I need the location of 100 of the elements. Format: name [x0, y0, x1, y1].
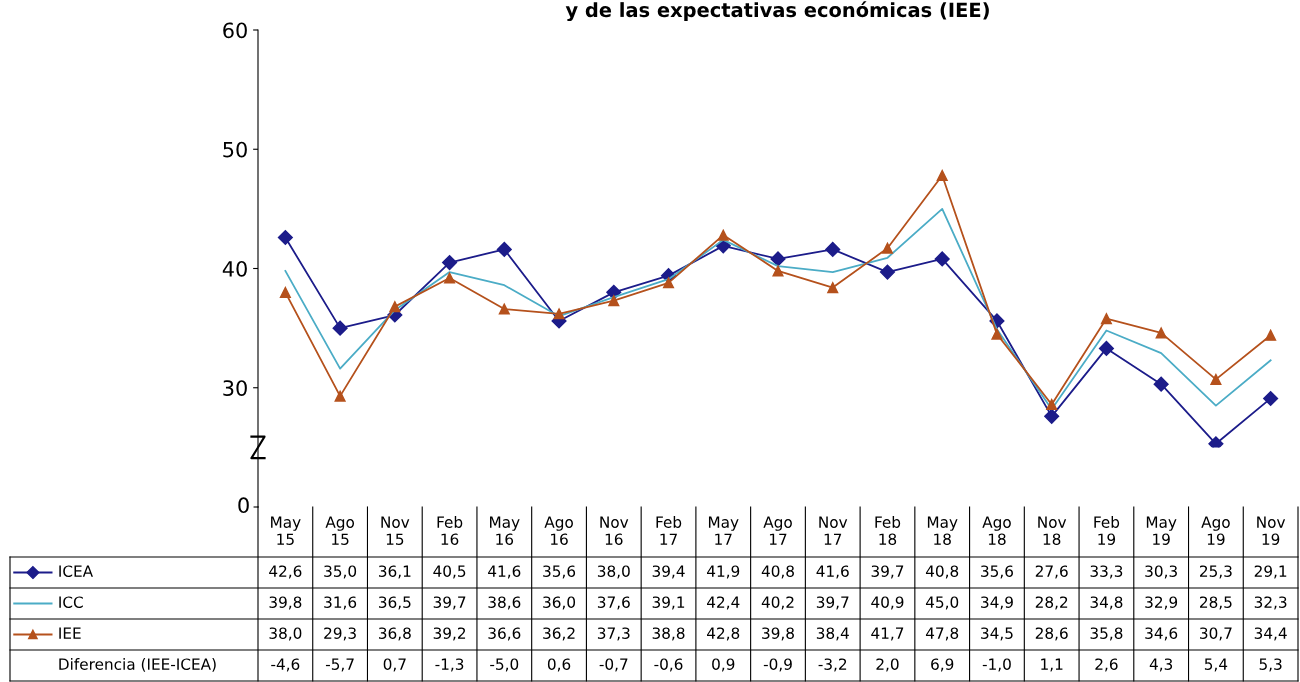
- text: -0,6: [654, 658, 683, 672]
- text: 0,6: [547, 658, 571, 672]
- text: 0: [238, 497, 249, 514]
- point: [442, 254, 458, 271]
- legend-label: ICC: [59, 596, 83, 608]
- data-label: 41,6: [816, 565, 849, 579]
- data-label: 35,6: [981, 565, 1013, 579]
- point: [332, 320, 348, 336]
- text: 6,9: [931, 658, 954, 672]
- x-tick-label: Nov 19: [1257, 516, 1286, 545]
- point: [608, 295, 620, 307]
- text: Diferencia (IEE-ICEA): [59, 658, 216, 672]
- data-label: 30,7: [1200, 627, 1232, 641]
- text: -4,6: [271, 658, 300, 672]
- data-label: 28,5: [1200, 596, 1232, 610]
- text: 2,6: [1095, 658, 1118, 672]
- data-label: 42,6: [269, 565, 302, 579]
- data-label: 38,0: [597, 565, 630, 579]
- data-label: 36,5: [379, 596, 411, 610]
- data-label: 35,8: [1090, 627, 1123, 641]
- text: 2,0: [876, 658, 899, 672]
- data-label: 34,9: [981, 596, 1013, 610]
- text: 0,7: [383, 658, 406, 672]
- x-tick-label: Ago 17: [763, 516, 792, 545]
- data-label: 42,8: [707, 627, 740, 641]
- x-tick-label: May 16: [490, 516, 520, 545]
- point: [879, 264, 896, 280]
- data-label: 38,8: [652, 627, 685, 641]
- x-tick-label: May 17: [708, 516, 739, 545]
- data-label: 30,3: [1145, 565, 1177, 579]
- text: 1,1: [1041, 658, 1063, 672]
- point: [936, 169, 948, 182]
- data-label: 36,8: [379, 627, 411, 641]
- point: [717, 229, 729, 241]
- data-label: 41,7: [871, 627, 904, 641]
- data-label: 25,3: [1200, 565, 1232, 579]
- data-label: 37,6: [597, 596, 630, 610]
- point: [881, 242, 894, 254]
- legend-label: ICEA: [59, 565, 93, 577]
- data-label: 32,9: [1145, 596, 1178, 610]
- x-tick-label: Ago 19: [1201, 516, 1230, 545]
- data-label: 34,6: [1145, 627, 1178, 641]
- point: [825, 241, 841, 257]
- data-label: 35,6: [543, 565, 576, 579]
- point: [1044, 408, 1060, 424]
- x-tick-label: May 18: [927, 516, 958, 545]
- point: [934, 251, 950, 267]
- y-tick-label: 40: [222, 260, 247, 277]
- chart-title: y de las expectativas económicas (IEE): [565, 1, 989, 22]
- x-tick-label: Ago 16: [544, 516, 573, 545]
- point: [1208, 436, 1224, 448]
- point: [553, 308, 565, 320]
- point: [1210, 373, 1222, 385]
- data-label: 36,2: [543, 627, 575, 641]
- x-tick-label: Nov 17: [819, 516, 848, 545]
- x-tick-label: Ago 15: [325, 516, 355, 545]
- data-label: 39,4: [652, 565, 685, 579]
- data-label: 39,7: [871, 565, 904, 579]
- point: [496, 241, 512, 257]
- data-label: 36,0: [543, 596, 576, 610]
- text: -5,7: [325, 658, 354, 672]
- point: [827, 282, 839, 294]
- point: [334, 390, 346, 402]
- point: [444, 272, 456, 284]
- data-label: 31,6: [324, 596, 357, 610]
- point: [1153, 376, 1169, 392]
- text: -0,7: [599, 658, 628, 672]
- data-label: 40,8: [761, 565, 794, 579]
- data-label: 28,2: [1035, 596, 1068, 610]
- data-label: 34,8: [1090, 596, 1123, 610]
- text: -0,9: [763, 658, 792, 672]
- data-label: 41,6: [488, 565, 521, 579]
- data-label: 39,7: [433, 596, 466, 610]
- data-label: 29,3: [324, 627, 356, 641]
- data-label: 38,6: [488, 596, 521, 610]
- y-tick-label: 50: [223, 141, 247, 158]
- data-label: 35,0: [324, 565, 357, 579]
- x-tick-label: Feb 16: [437, 516, 463, 545]
- data-label: 45,0: [925, 596, 959, 610]
- text: -1,0: [982, 658, 1011, 672]
- point: [277, 229, 293, 246]
- x-tick-label: Feb 19: [1094, 516, 1120, 545]
- data-label: 40,9: [871, 596, 904, 610]
- data-label: 39,1: [652, 596, 685, 610]
- data-label: 37,3: [597, 627, 630, 641]
- x-tick-label: May 15: [271, 516, 301, 545]
- text: -3,2: [818, 658, 847, 672]
- text: -5,0: [490, 658, 519, 672]
- x-tick-label: Nov 15: [381, 516, 410, 545]
- point: [389, 301, 401, 313]
- data-label: 41,9: [707, 565, 740, 579]
- point: [1046, 398, 1058, 411]
- data-label: 34,5: [981, 627, 1013, 641]
- x-tick-label: Nov 18: [1038, 516, 1067, 545]
- x-tick-label: Nov 16: [600, 516, 629, 545]
- x-tick-label: May 19: [1146, 516, 1177, 545]
- data-label: 39,7: [816, 596, 849, 610]
- x-tick-label: Ago 18: [982, 516, 1011, 545]
- text: 4,3: [1149, 658, 1173, 672]
- text: -1,3: [435, 658, 464, 672]
